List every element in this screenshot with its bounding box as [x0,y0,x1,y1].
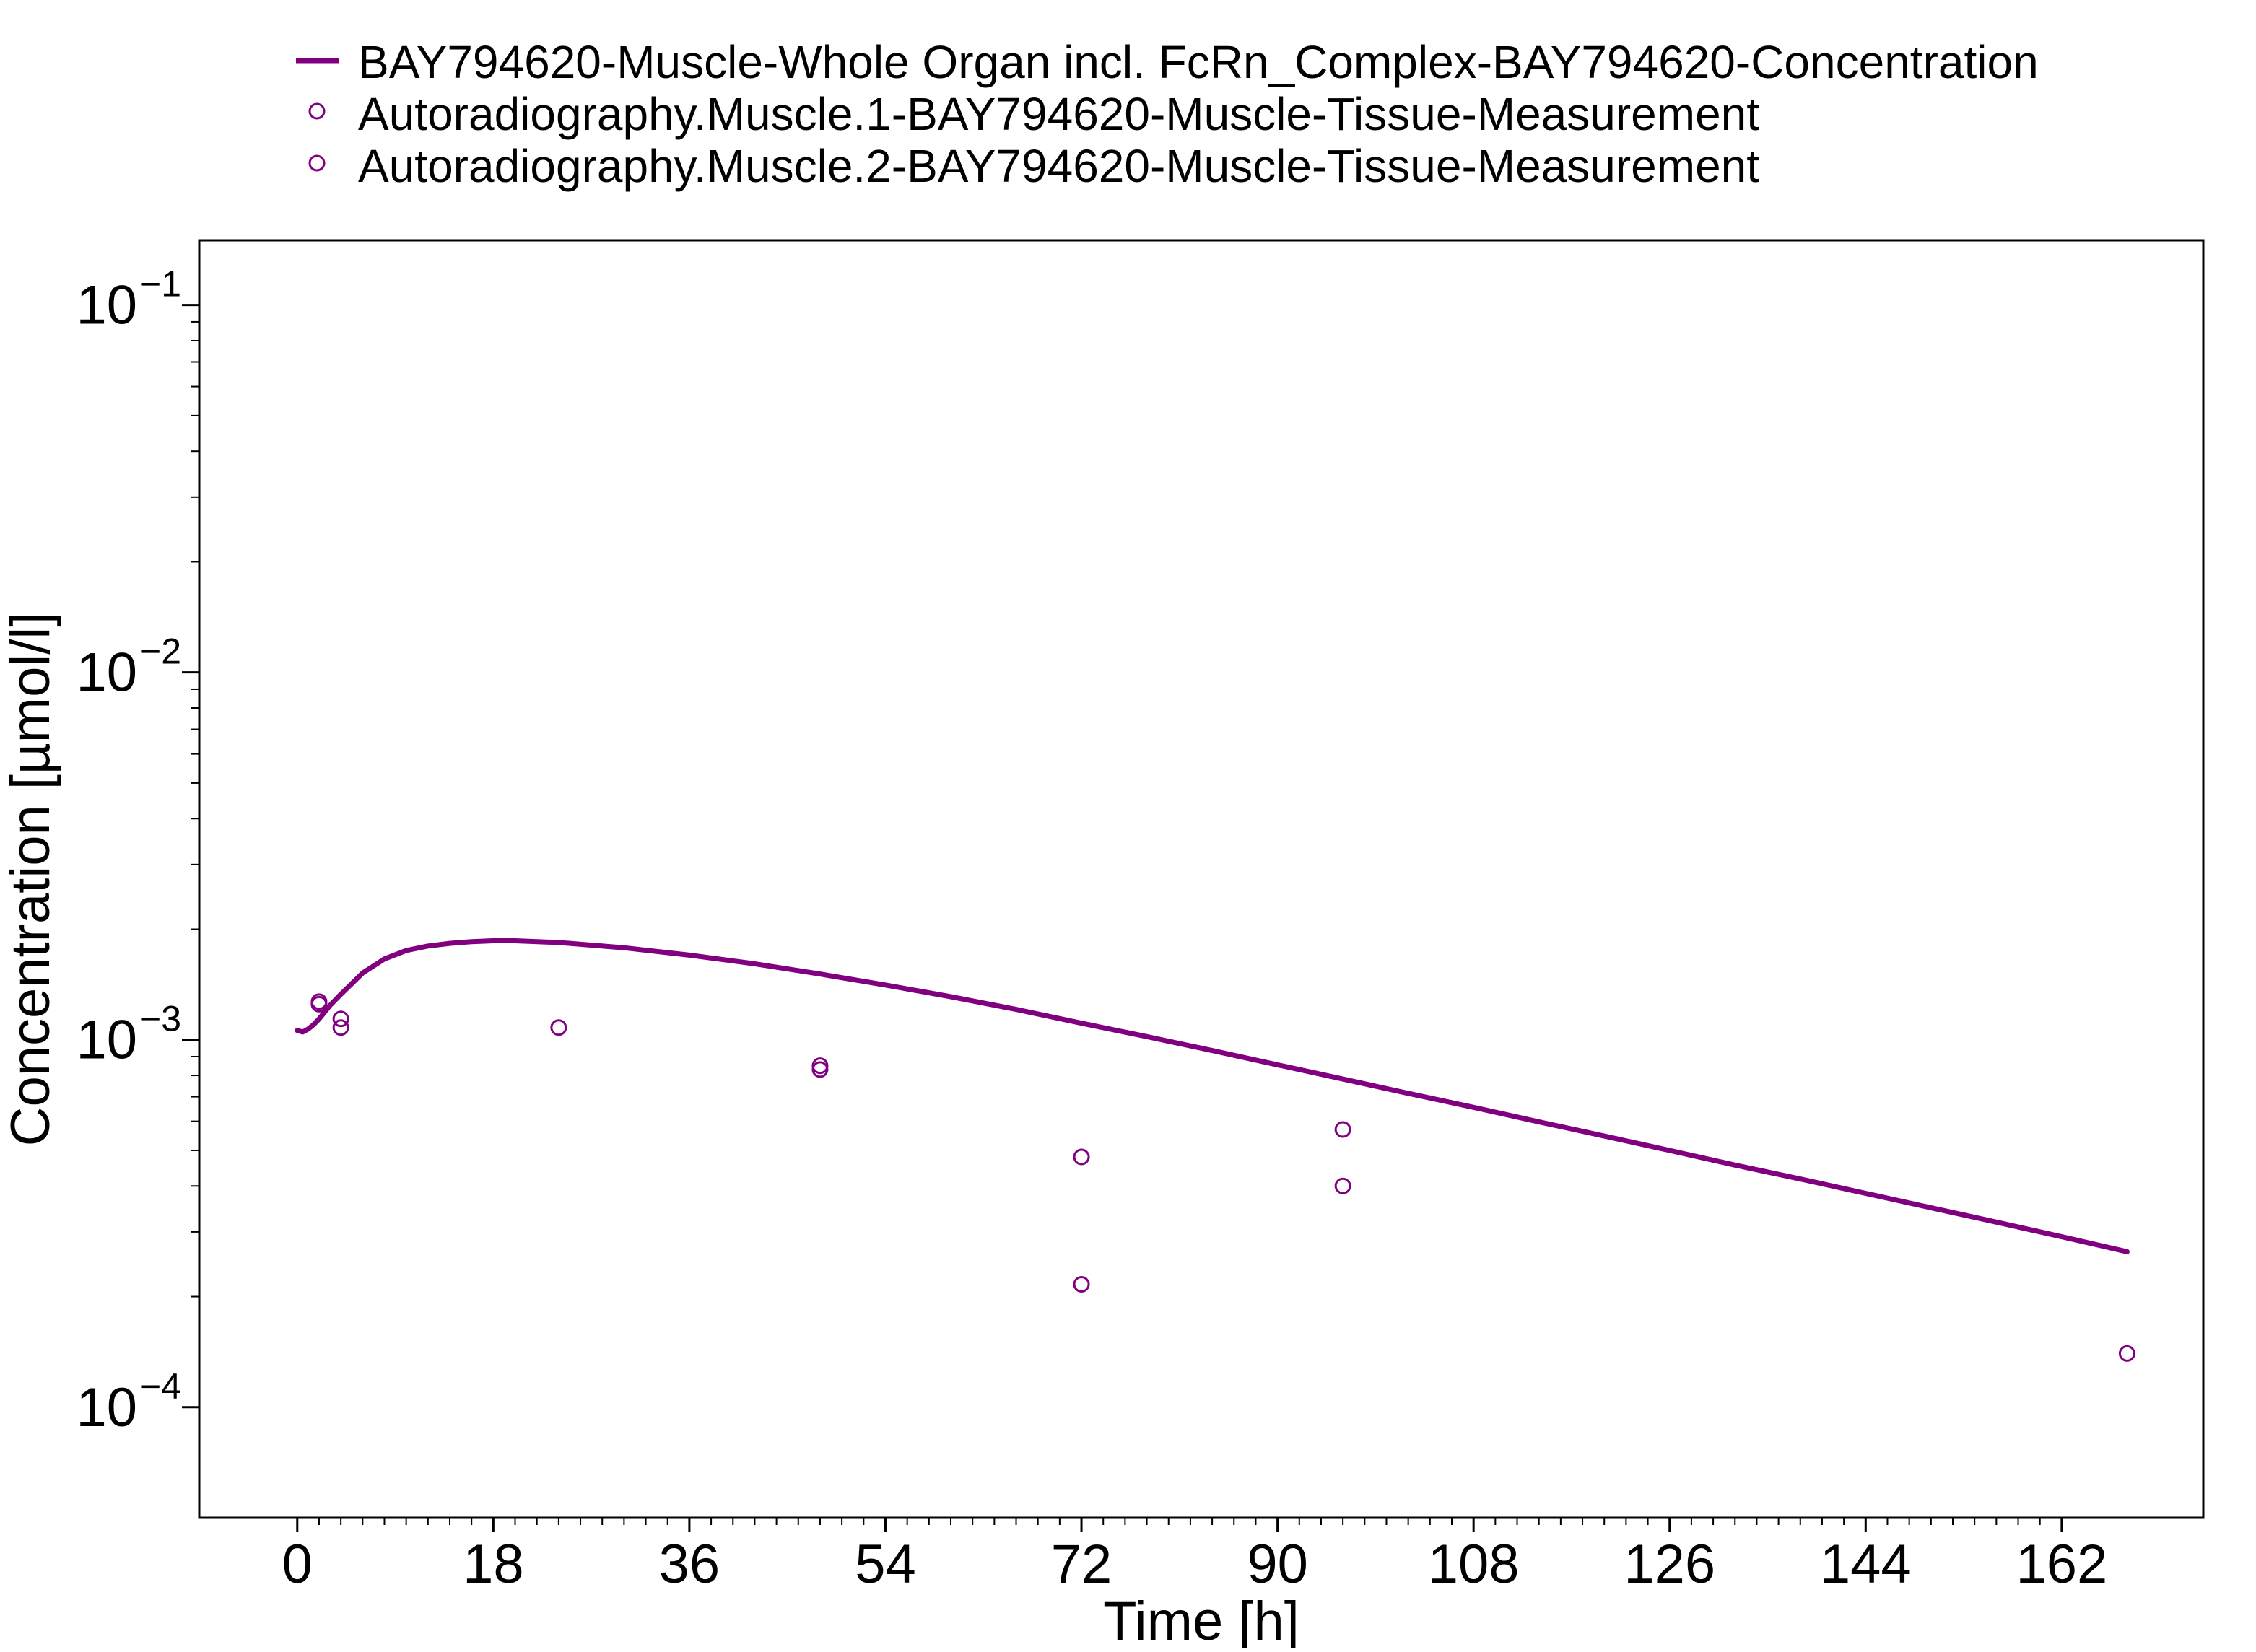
x-axis-label: Time [h] [1103,1591,1299,1648]
x-tick-label: 54 [855,1534,916,1595]
data-point-series-3 [1073,1276,1090,1293]
data-point-series-2 [2118,1345,2135,1362]
x-tick-label: 108 [1428,1534,1520,1595]
data-point-series-2 [332,1010,349,1028]
y-tick-exponent: −1 [140,264,181,305]
legend-entry-label: BAY794620-Muscle-Whole Organ incl. FcRn_… [358,36,2039,88]
plot-frame [198,239,2205,1519]
x-tick-label: 144 [1820,1534,1912,1595]
legend: BAY794620-Muscle-Whole Organ incl. FcRn_… [296,36,2039,192]
x-tick-label: 162 [2016,1534,2107,1595]
data-point-series-2 [1334,1121,1351,1138]
plot-area [295,938,2135,1362]
legend-entry-label: Autoradiography.Muscle.2-BAY794620-Muscl… [358,140,1759,192]
x-tick-label: 72 [1051,1534,1112,1595]
y-tick-label: 10 [76,1010,137,1071]
y-tick-exponent: −3 [140,999,181,1039]
data-point-series-2 [1073,1148,1090,1166]
data-point-series-3 [1334,1177,1351,1194]
x-tick-label: 0 [282,1534,313,1595]
y-tick-label: 10 [76,275,137,336]
legend-marker-swatch [308,102,326,120]
x-axis: 0 18 36 54 72 90 108 126 144 162 [282,1516,2107,1595]
y-tick-label: 10 [76,1377,137,1438]
y-tick-exponent: −4 [140,1366,181,1407]
series-line-1 [295,938,2130,1254]
y-tick-exponent: −2 [140,631,181,672]
legend-entry-label: Autoradiography.Muscle.1-BAY794620-Muscl… [358,88,1759,140]
x-tick-label: 90 [1247,1534,1308,1595]
data-point-series-3 [811,1061,829,1078]
y-axis: 10−410−310−210−1 [76,264,201,1438]
data-point-series-3 [332,1019,349,1036]
x-tick-label: 36 [659,1534,720,1595]
x-tick-label: 126 [1624,1534,1715,1595]
y-axis-label: Concentration [µmol/l] [0,612,61,1147]
y-tick-label: 10 [76,642,137,704]
legend-marker-swatch [308,154,326,172]
data-point-series-3 [310,995,328,1013]
data-point-series-2 [550,1019,567,1036]
x-tick-label: 18 [463,1534,524,1595]
